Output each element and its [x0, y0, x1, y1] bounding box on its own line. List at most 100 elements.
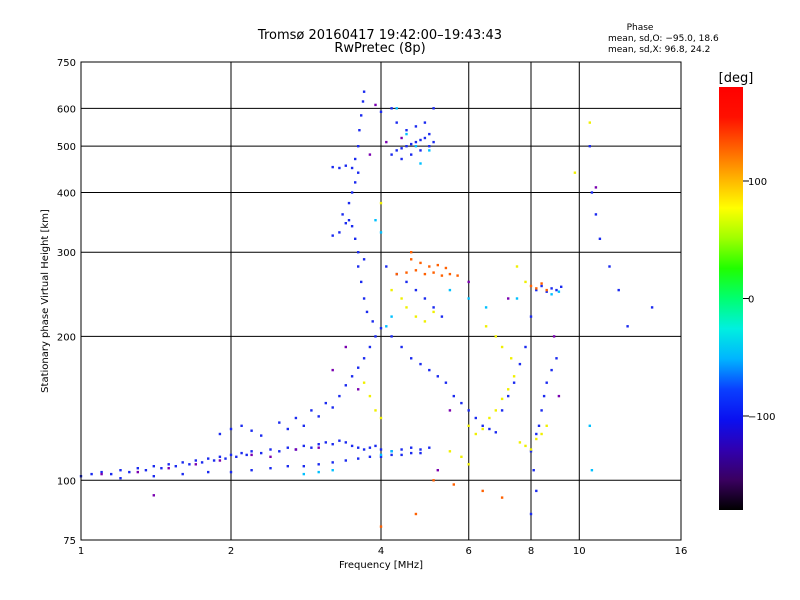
x-tick-label: 4 — [378, 546, 384, 557]
data-point — [428, 132, 431, 136]
data-point — [357, 171, 360, 174]
data-point — [590, 191, 594, 194]
data-point — [529, 512, 533, 516]
data-point — [467, 409, 470, 412]
data-point — [181, 472, 184, 476]
data-point — [500, 496, 504, 499]
data-point — [235, 455, 238, 458]
data-point — [494, 431, 497, 434]
data-point — [344, 441, 347, 444]
data-point — [436, 263, 439, 267]
data-point — [368, 455, 372, 458]
data-point — [390, 335, 393, 338]
data-point — [324, 441, 327, 444]
data-point — [537, 424, 541, 427]
data-point — [374, 335, 377, 338]
data-point — [347, 201, 351, 205]
data-point — [557, 290, 561, 293]
data-point — [250, 450, 253, 453]
data-point — [512, 375, 516, 378]
data-point — [414, 512, 418, 516]
colorbar-label: [deg] — [719, 71, 754, 86]
data-point — [467, 463, 470, 466]
data-point — [344, 384, 347, 387]
x-tick-label: 8 — [528, 546, 534, 557]
data-point — [414, 140, 418, 144]
data-point — [344, 459, 347, 462]
data-point — [200, 461, 204, 464]
x-tick-label: 16 — [675, 546, 688, 557]
data-point — [545, 381, 548, 384]
data-point — [515, 297, 519, 300]
data-point — [524, 444, 527, 448]
data-point — [136, 467, 139, 470]
data-point — [444, 381, 448, 384]
data-point — [260, 434, 263, 437]
data-point — [390, 315, 393, 318]
x-tick-label: 6 — [466, 546, 472, 557]
data-point — [484, 325, 488, 328]
data-point — [405, 132, 408, 136]
data-point — [515, 265, 519, 268]
data-point — [432, 271, 435, 274]
data-point — [379, 525, 383, 528]
colorbar-gradient — [719, 87, 743, 510]
y-tick-label: 500 — [57, 142, 76, 153]
data-point — [379, 448, 383, 451]
data-point — [341, 213, 344, 216]
grid-lines — [81, 62, 681, 540]
data-point — [540, 409, 543, 412]
data-point — [452, 483, 455, 486]
data-point — [240, 424, 243, 427]
data-point — [338, 439, 341, 442]
data-point — [152, 494, 155, 497]
data-point — [357, 446, 360, 449]
data-point — [286, 427, 289, 431]
data-point — [400, 453, 403, 457]
data-point — [357, 388, 360, 391]
data-point — [350, 166, 354, 170]
data-point — [405, 271, 408, 274]
data-point — [310, 409, 313, 412]
data-point — [545, 290, 548, 293]
chart-subtitle: RwPretec (8p) — [334, 41, 425, 56]
data-point — [317, 463, 320, 466]
data-point — [540, 284, 543, 288]
data-point — [573, 171, 577, 174]
data-point — [144, 469, 148, 472]
data-point — [136, 470, 139, 474]
data-point — [331, 368, 334, 372]
data-point — [405, 129, 408, 132]
data-point — [419, 138, 422, 142]
y-tick-label: 600 — [57, 104, 76, 115]
data-point — [400, 157, 403, 161]
data-point — [436, 375, 439, 378]
data-point — [361, 100, 365, 103]
y-tick-label: 100 — [57, 476, 76, 487]
data-point — [529, 448, 533, 451]
data-point — [467, 280, 470, 284]
data-point — [100, 472, 103, 476]
data-point — [423, 297, 427, 300]
data-point — [331, 165, 334, 169]
data-point — [400, 448, 403, 451]
data-point — [428, 446, 431, 449]
data-point — [395, 272, 398, 276]
x-tick-label: 10 — [573, 546, 586, 557]
data-point — [350, 191, 354, 194]
data-point — [419, 451, 422, 455]
data-point — [481, 424, 484, 427]
data-point — [362, 297, 366, 300]
data-point — [302, 444, 305, 448]
data-point — [545, 288, 548, 292]
data-point — [365, 310, 369, 314]
data-point — [368, 446, 372, 449]
data-point — [294, 448, 298, 451]
data-point — [395, 107, 398, 110]
data-point — [428, 145, 431, 148]
data-point — [128, 470, 131, 474]
data-point — [269, 455, 272, 458]
data-point — [294, 416, 298, 420]
data-point — [518, 362, 522, 366]
data-point — [405, 145, 408, 148]
